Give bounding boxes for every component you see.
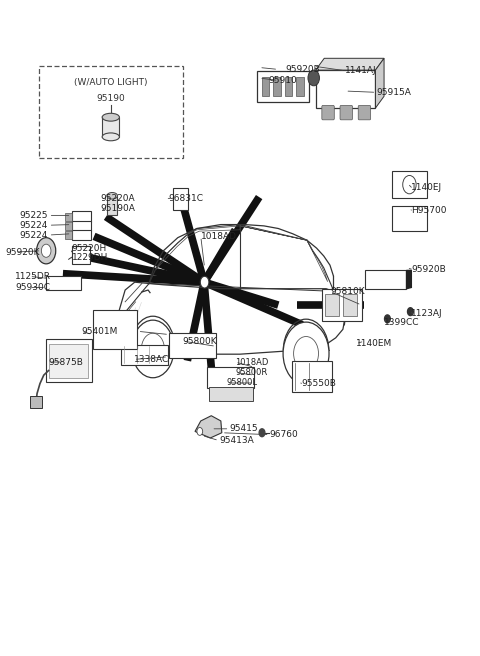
FancyBboxPatch shape [46, 339, 92, 382]
Circle shape [408, 308, 413, 316]
Text: 95220A: 95220A [100, 194, 135, 203]
Text: 95915A: 95915A [376, 88, 411, 97]
FancyBboxPatch shape [173, 188, 188, 210]
FancyBboxPatch shape [343, 294, 357, 316]
Text: 1018AD: 1018AD [201, 232, 237, 241]
Text: 1140EJ: 1140EJ [411, 183, 443, 192]
Text: 95415: 95415 [229, 424, 258, 434]
FancyBboxPatch shape [325, 294, 338, 316]
Text: 1229DH: 1229DH [72, 253, 108, 262]
Circle shape [308, 70, 320, 86]
FancyBboxPatch shape [46, 276, 81, 290]
FancyBboxPatch shape [365, 270, 406, 289]
FancyBboxPatch shape [316, 70, 375, 108]
FancyBboxPatch shape [209, 387, 253, 401]
Circle shape [36, 237, 56, 264]
Circle shape [283, 322, 329, 385]
FancyBboxPatch shape [65, 213, 72, 220]
Text: 1141AJ: 1141AJ [345, 66, 377, 75]
FancyBboxPatch shape [102, 117, 120, 137]
Text: 1018AD: 1018AD [235, 358, 269, 367]
Text: H95700: H95700 [411, 206, 447, 215]
FancyBboxPatch shape [169, 333, 216, 358]
FancyBboxPatch shape [257, 71, 310, 102]
FancyBboxPatch shape [72, 211, 91, 222]
Text: 95920B: 95920B [286, 65, 320, 74]
Text: 1123AJ: 1123AJ [411, 309, 443, 318]
Circle shape [294, 337, 319, 371]
Text: 1399CC: 1399CC [384, 318, 419, 327]
Text: 95224: 95224 [20, 220, 48, 230]
FancyBboxPatch shape [65, 231, 72, 239]
FancyBboxPatch shape [107, 195, 118, 215]
FancyBboxPatch shape [207, 367, 254, 388]
FancyBboxPatch shape [340, 106, 352, 120]
Text: 95190A: 95190A [100, 205, 135, 213]
Ellipse shape [107, 192, 118, 199]
Circle shape [403, 175, 416, 194]
FancyBboxPatch shape [285, 77, 292, 96]
FancyBboxPatch shape [72, 230, 91, 240]
FancyBboxPatch shape [358, 106, 371, 120]
FancyBboxPatch shape [296, 77, 304, 96]
Circle shape [142, 333, 164, 365]
Polygon shape [375, 58, 384, 108]
FancyBboxPatch shape [48, 344, 88, 378]
Polygon shape [407, 270, 411, 289]
FancyBboxPatch shape [262, 77, 269, 96]
Text: 1140EM: 1140EM [356, 339, 392, 348]
Ellipse shape [102, 113, 120, 121]
Polygon shape [316, 58, 384, 70]
FancyBboxPatch shape [121, 345, 168, 365]
Text: 96831C: 96831C [168, 194, 203, 203]
Text: 95225: 95225 [20, 211, 48, 220]
FancyBboxPatch shape [93, 310, 137, 349]
Text: 95800L: 95800L [227, 379, 258, 388]
Ellipse shape [102, 133, 120, 141]
FancyBboxPatch shape [30, 396, 42, 408]
FancyBboxPatch shape [322, 106, 334, 120]
Circle shape [41, 244, 51, 257]
Text: 95550B: 95550B [301, 379, 336, 388]
Text: 95190: 95190 [96, 94, 125, 102]
Text: 95930C: 95930C [15, 283, 50, 292]
Text: 95800K: 95800K [182, 337, 217, 346]
FancyBboxPatch shape [72, 245, 90, 264]
Text: 1125DR: 1125DR [15, 272, 51, 281]
Text: (W/AUTO LIGHT): (W/AUTO LIGHT) [74, 78, 147, 87]
Text: 95401M: 95401M [81, 327, 118, 336]
Polygon shape [195, 416, 222, 438]
FancyBboxPatch shape [72, 220, 91, 231]
Circle shape [259, 429, 265, 437]
Circle shape [132, 320, 174, 378]
Circle shape [384, 315, 390, 323]
Text: 95413A: 95413A [219, 436, 254, 445]
FancyBboxPatch shape [292, 361, 332, 392]
FancyBboxPatch shape [392, 206, 427, 231]
FancyBboxPatch shape [323, 289, 361, 321]
Text: 95910: 95910 [269, 76, 298, 85]
Text: 1338AC: 1338AC [134, 355, 169, 364]
Text: 96760: 96760 [270, 430, 299, 440]
Text: 95875B: 95875B [48, 358, 84, 367]
Circle shape [200, 276, 209, 288]
FancyBboxPatch shape [392, 171, 427, 198]
Text: 95920B: 95920B [411, 264, 446, 274]
Circle shape [197, 428, 203, 436]
FancyBboxPatch shape [273, 77, 281, 96]
Text: 95800R: 95800R [235, 368, 267, 377]
Text: 95810K: 95810K [330, 287, 365, 296]
Text: 95224: 95224 [20, 230, 48, 239]
Text: 95220H: 95220H [72, 243, 107, 253]
FancyBboxPatch shape [65, 222, 72, 230]
Text: 95920K: 95920K [5, 247, 40, 256]
